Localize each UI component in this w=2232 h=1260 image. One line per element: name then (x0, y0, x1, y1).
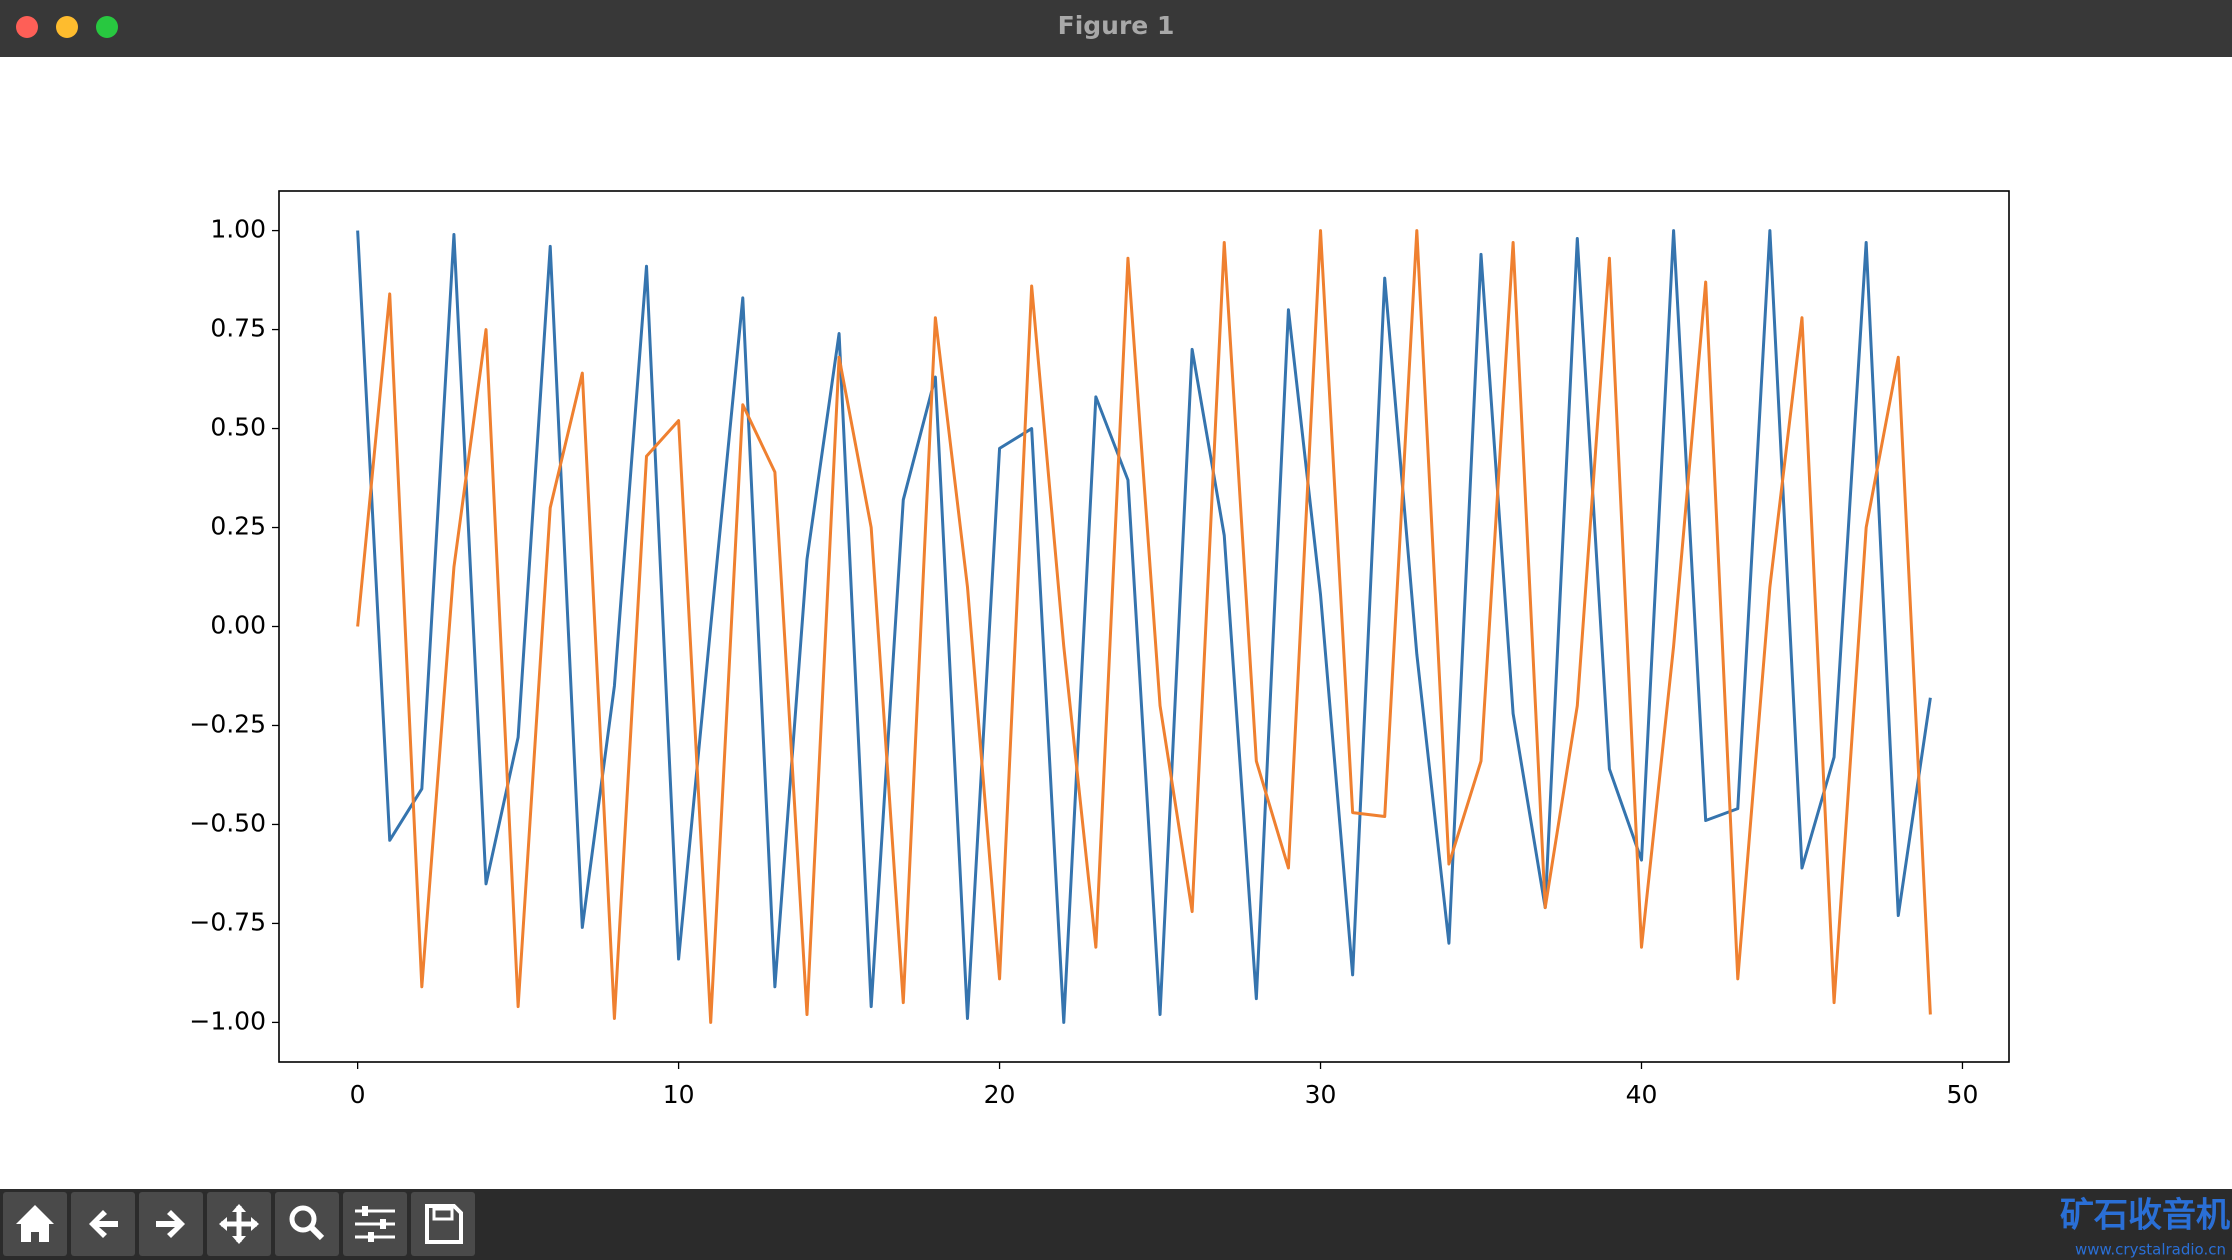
zoom-button[interactable] (96, 16, 118, 38)
y-tick-label: −0.75 (189, 907, 266, 936)
toolbar-icons (16, 1204, 463, 1244)
plot-area: 0 10 20 30 40 50 −1.00 −0.75 −0.50 −0.25 0.00 0.25 0… (189, 215, 1978, 1109)
data-line (356, 229, 1932, 1024)
x-tick-label: 20 (984, 1080, 1016, 1109)
x-tick-label: 50 (1947, 1080, 1979, 1109)
y-tick-label: −0.25 (189, 709, 266, 738)
zoom-tool-button[interactable] (275, 1192, 339, 1256)
axes-frame (278, 190, 2010, 1063)
y-tick-label: 0.25 (210, 512, 266, 541)
y-tick-label: 0.75 (210, 314, 266, 343)
watermark-name: 矿石收音机 (2060, 1196, 2230, 1236)
x-tick-label: 10 (663, 1080, 695, 1109)
x-tick-label: 40 (1626, 1080, 1658, 1109)
x-tick-label: 30 (1305, 1080, 1337, 1109)
y-tick-label: 1.00 (210, 215, 266, 244)
save-button[interactable] (411, 1192, 475, 1256)
window-title: Figure 1 (1058, 11, 1175, 40)
minimize-button[interactable] (56, 16, 78, 38)
y-tick-label: 0.00 (210, 611, 266, 640)
y-tick-label: 0.50 (210, 413, 266, 442)
watermark-url: www.crystalradio.cn (2075, 1241, 2226, 1259)
y-tick-label: −1.00 (189, 1006, 266, 1035)
title-bar (0, 0, 2232, 57)
close-button[interactable] (16, 16, 38, 38)
y-tick-label: −0.50 (189, 808, 266, 837)
x-tick-label: 0 (350, 1080, 366, 1109)
data-line (356, 229, 1932, 1024)
